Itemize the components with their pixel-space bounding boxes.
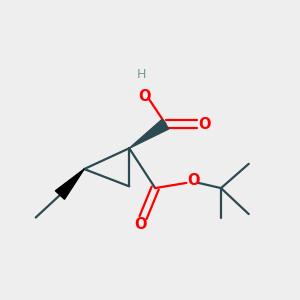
Polygon shape xyxy=(56,169,84,199)
Text: H: H xyxy=(137,68,146,81)
Text: O: O xyxy=(188,172,200,188)
Polygon shape xyxy=(129,119,169,148)
Text: O: O xyxy=(134,217,147,232)
Text: O: O xyxy=(138,89,150,104)
Text: O: O xyxy=(198,116,211,131)
